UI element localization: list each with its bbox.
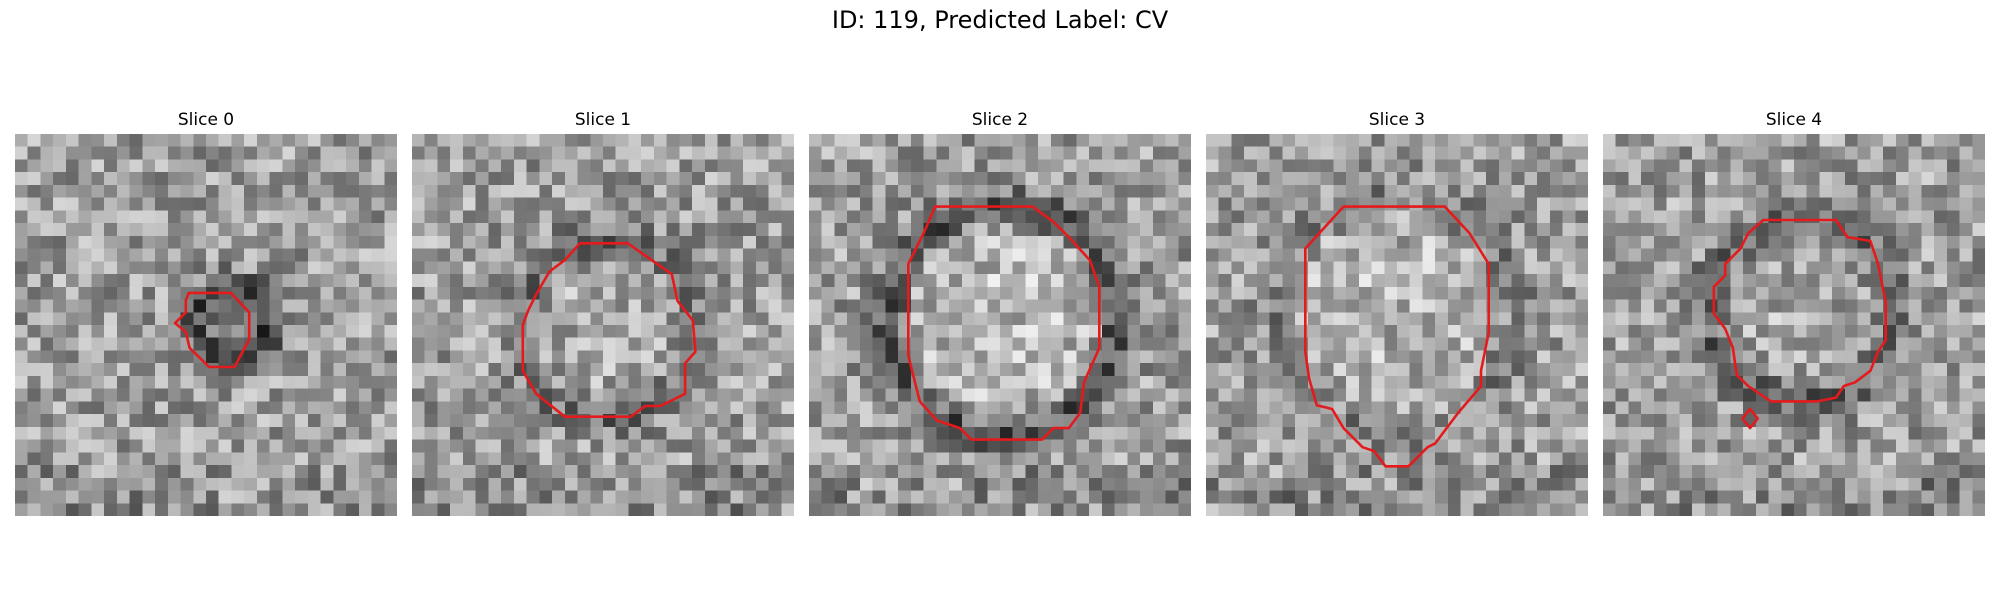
segmentation-contour <box>1304 205 1491 468</box>
grayscale-slice-image <box>1603 134 1985 516</box>
slice-image-1 <box>412 134 794 516</box>
figure-title: ID: 119, Predicted Label: CV <box>831 6 1169 34</box>
segmentation-contour <box>1712 218 1888 403</box>
slice-title: Slice 3 <box>1368 110 1426 130</box>
slice-title: Slice 0 <box>177 110 235 130</box>
slice-image-4 <box>1603 134 1985 516</box>
slice-panel-3: Slice 3 <box>1206 108 1588 516</box>
slice-panel-4: Slice 4 <box>1603 108 1985 516</box>
slice-panel-1: Slice 1 <box>412 108 794 516</box>
grayscale-slice-image <box>1206 134 1588 516</box>
segmentation-contour <box>1741 407 1759 430</box>
segmentation-contour <box>907 205 1101 441</box>
grayscale-slice-image <box>412 134 794 516</box>
slice-image-0 <box>15 134 397 516</box>
slice-title: Slice 2 <box>971 110 1029 130</box>
segmentation-contour-overlay <box>907 205 1101 441</box>
slice-panel-0: Slice 0 <box>15 108 397 516</box>
segmentation-contour <box>521 242 697 419</box>
slice-title: Slice 1 <box>574 110 632 130</box>
segmentation-contour <box>173 291 251 369</box>
slice-image-2 <box>809 134 1191 516</box>
slice-title: Slice 4 <box>1765 110 1823 130</box>
slice-image-3 <box>1206 134 1588 516</box>
grayscale-slice-image <box>15 134 397 516</box>
segmentation-contour-overlay <box>1304 205 1491 468</box>
segmentation-contour-overlay <box>521 242 697 419</box>
segmentation-contour-overlay <box>1712 218 1888 430</box>
grayscale-slice-image <box>809 134 1191 516</box>
slice-panel-2: Slice 2 <box>809 108 1191 516</box>
segmentation-contour-overlay <box>173 291 251 369</box>
